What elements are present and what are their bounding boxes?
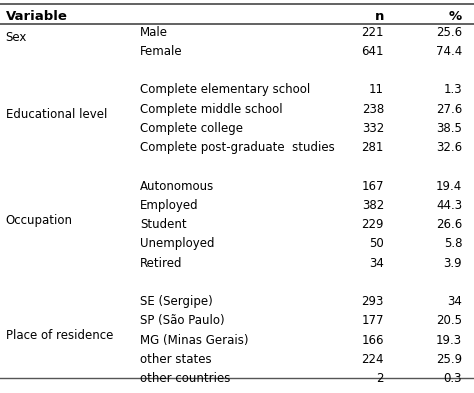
- Text: 74.4: 74.4: [436, 45, 462, 58]
- Text: 238: 238: [362, 103, 384, 116]
- Text: 25.9: 25.9: [436, 353, 462, 366]
- Text: Employed: Employed: [140, 199, 199, 212]
- Text: 167: 167: [362, 180, 384, 193]
- Text: Educational level: Educational level: [6, 108, 107, 121]
- Text: 229: 229: [362, 218, 384, 231]
- Text: 44.3: 44.3: [436, 199, 462, 212]
- Text: 2: 2: [376, 372, 384, 385]
- Text: Complete college: Complete college: [140, 122, 243, 135]
- Text: 166: 166: [362, 334, 384, 347]
- Text: 5.8: 5.8: [444, 237, 462, 250]
- Text: 11: 11: [369, 83, 384, 96]
- Text: Female: Female: [140, 45, 182, 58]
- Text: %: %: [449, 10, 462, 23]
- Text: 50: 50: [369, 237, 384, 250]
- Text: Unemployed: Unemployed: [140, 237, 214, 250]
- Text: 332: 332: [362, 122, 384, 135]
- Text: 293: 293: [362, 295, 384, 308]
- Text: other countries: other countries: [140, 372, 230, 385]
- Text: Sex: Sex: [6, 31, 27, 44]
- Text: MG (Minas Gerais): MG (Minas Gerais): [140, 334, 248, 347]
- Text: 19.4: 19.4: [436, 180, 462, 193]
- Text: 281: 281: [362, 141, 384, 154]
- Text: Complete post-graduate  studies: Complete post-graduate studies: [140, 141, 335, 154]
- Text: SE (Sergipe): SE (Sergipe): [140, 295, 212, 308]
- Text: 177: 177: [362, 314, 384, 327]
- Text: Autonomous: Autonomous: [140, 180, 214, 193]
- Text: 19.3: 19.3: [436, 334, 462, 347]
- Text: Retired: Retired: [140, 257, 182, 270]
- Text: 1.3: 1.3: [444, 83, 462, 96]
- Text: SP (São Paulo): SP (São Paulo): [140, 314, 225, 327]
- Text: 3.9: 3.9: [444, 257, 462, 270]
- Text: 26.6: 26.6: [436, 218, 462, 231]
- Text: other states: other states: [140, 353, 211, 366]
- Text: 641: 641: [362, 45, 384, 58]
- Text: 27.6: 27.6: [436, 103, 462, 116]
- Text: Complete elementary school: Complete elementary school: [140, 83, 310, 96]
- Text: 32.6: 32.6: [436, 141, 462, 154]
- Text: Occupation: Occupation: [6, 213, 73, 226]
- Text: 382: 382: [362, 199, 384, 212]
- Text: 0.3: 0.3: [444, 372, 462, 385]
- Text: Male: Male: [140, 26, 168, 39]
- Text: 38.5: 38.5: [436, 122, 462, 135]
- Text: Variable: Variable: [6, 10, 68, 23]
- Text: 224: 224: [362, 353, 384, 366]
- Text: 34: 34: [447, 295, 462, 308]
- Text: n: n: [374, 10, 384, 23]
- Text: Student: Student: [140, 218, 186, 231]
- Text: 20.5: 20.5: [436, 314, 462, 327]
- Text: 34: 34: [369, 257, 384, 270]
- Text: Complete middle school: Complete middle school: [140, 103, 283, 116]
- Text: 25.6: 25.6: [436, 26, 462, 39]
- Text: 221: 221: [362, 26, 384, 39]
- Text: Place of residence: Place of residence: [6, 329, 113, 342]
